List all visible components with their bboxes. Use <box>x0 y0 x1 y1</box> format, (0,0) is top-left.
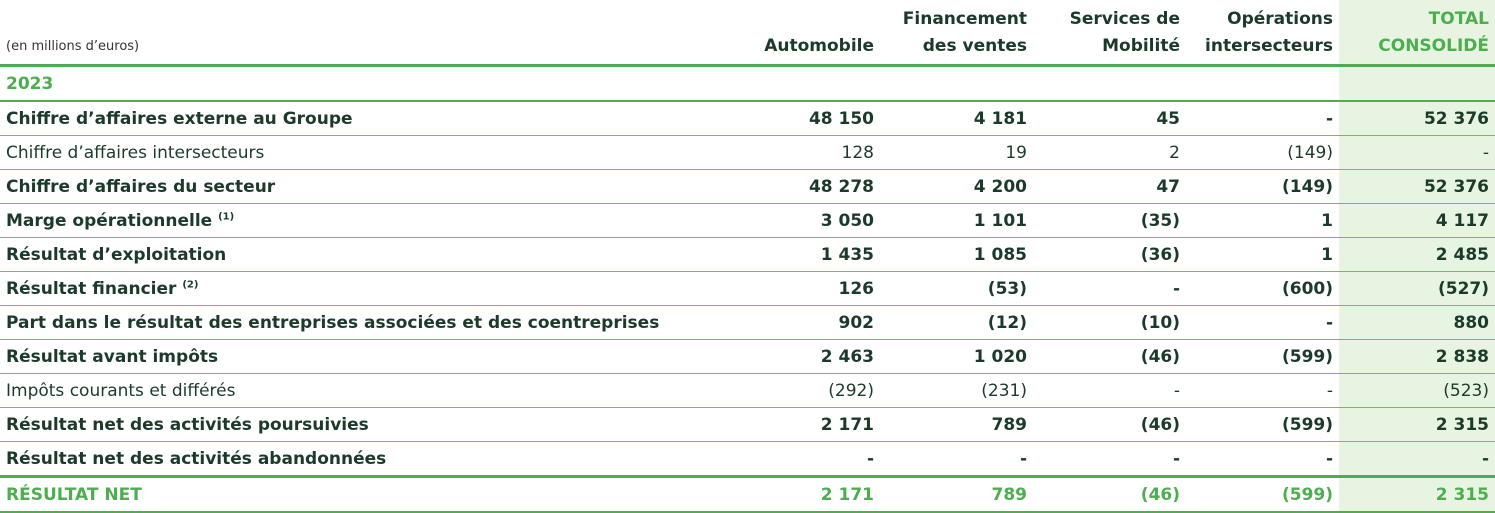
cell-value: (523) <box>1339 373 1495 408</box>
cell-value: - <box>866 448 874 469</box>
cell-value: (149) <box>1186 169 1339 204</box>
cell-value: (36) <box>1033 237 1186 272</box>
col-header-intersecteurs: Opérations intersecteurs <box>1205 9 1333 56</box>
table-row: Résultat net des activités abandonnées - -… <box>0 441 1495 477</box>
cell-value: - <box>1186 373 1339 408</box>
cell-value: 19 <box>880 135 1033 170</box>
net-cell-value: (599) <box>1186 475 1339 513</box>
row-label: Marge opérationnelle (1) <box>0 203 740 238</box>
cell-value: 45 <box>1033 101 1186 136</box>
cell-value: - <box>1172 448 1180 469</box>
row-label: Résultat net des activités abandonnées <box>6 448 387 469</box>
row-label: Chiffre d’affaires intersecteurs <box>0 135 740 170</box>
cell-value: - <box>1325 448 1333 469</box>
table-row: Résultat d’exploitation 1 435 1 085 (36) 1 2 … <box>0 237 1495 272</box>
cell-value: (599) <box>1186 339 1339 374</box>
cell-value: 52 376 <box>1339 101 1495 136</box>
cell-value: (600) <box>1186 271 1339 306</box>
row-label: Résultat avant impôts <box>0 339 740 374</box>
cell-value: 3 050 <box>740 203 880 238</box>
cell-value: 48 150 <box>740 101 880 136</box>
row-label: Impôts courants et différés <box>0 373 740 408</box>
cell-value: - <box>1033 373 1186 408</box>
year-label: 2023 <box>0 65 740 102</box>
table-row: Chiffre d’affaires intersecteurs 128 19 2 (1… <box>0 135 1495 170</box>
cell-value: (149) <box>1186 135 1339 170</box>
year-row: 2023 <box>0 65 1495 102</box>
cell-value: 902 <box>740 305 880 340</box>
cell-value: 4 200 <box>880 169 1033 204</box>
table-row: Part dans le résultat des entreprises as… <box>0 305 1495 340</box>
col-header-automobile: Automobile <box>764 36 874 56</box>
col-header-mobilite: Services de Mobilité <box>1069 9 1180 56</box>
cell-value: 2 171 <box>740 407 880 442</box>
net-result-row: RÉSULTAT NET 2 171 789 (46) (599) 2 315 <box>0 475 1495 513</box>
table-row: Résultat net des activités poursuivies 2 … <box>0 407 1495 442</box>
cell-value: (46) <box>1033 339 1186 374</box>
cell-value: 1 020 <box>880 339 1033 374</box>
cell-value: (231) <box>880 373 1033 408</box>
row-label: Résultat financier (2) <box>0 271 740 306</box>
cell-value: (53) <box>880 271 1033 306</box>
cell-value: 48 278 <box>740 169 880 204</box>
footnote-ref: (2) <box>182 278 199 290</box>
cell-value: 4 181 <box>880 101 1033 136</box>
net-cell-value: (46) <box>1033 475 1186 513</box>
cell-value: 789 <box>880 407 1033 442</box>
cell-value: (46) <box>1033 407 1186 442</box>
col-header-total: TOTAL CONSOLIDÉ <box>1339 0 1495 66</box>
cell-value: 880 <box>1339 305 1495 340</box>
net-result-label: RÉSULTAT NET <box>0 475 740 513</box>
row-label: Résultat net des activités poursuivies <box>0 407 740 442</box>
net-cell-value: 2 315 <box>1339 475 1495 513</box>
cell-value: (10) <box>1033 305 1186 340</box>
col-header-financement: Financement des ventes <box>902 9 1027 56</box>
cell-value: 47 <box>1033 169 1186 204</box>
cell-value: 1 101 <box>880 203 1033 238</box>
table-row: Marge opérationnelle (1) 3 050 1 101 (35) 1 4… <box>0 203 1495 238</box>
row-label: Résultat d’exploitation <box>0 237 740 272</box>
row-label: Chiffre d’affaires du secteur <box>0 169 740 204</box>
row-label: Part dans le résultat des entreprises as… <box>0 305 740 340</box>
cell-value: 2 463 <box>740 339 880 374</box>
unit-label: (en millions d’euros) <box>6 39 140 54</box>
cell-value: (292) <box>740 373 880 408</box>
cell-value: (599) <box>1186 407 1339 442</box>
cell-value: - <box>1186 101 1339 136</box>
cell-value: 2 315 <box>1339 407 1495 442</box>
net-cell-value: 789 <box>880 475 1033 513</box>
cell-value: - <box>1339 135 1495 170</box>
cell-value: 2 838 <box>1339 339 1495 374</box>
table-row: Résultat avant impôts 2 463 1 020 (46) (599)… <box>0 339 1495 374</box>
cell-value: 2 485 <box>1339 237 1495 272</box>
cell-value: - <box>1019 448 1027 469</box>
table-header-row: (en millions d’euros) Automobile Finance… <box>0 0 1495 66</box>
cell-value: (527) <box>1339 271 1495 306</box>
cell-value: - <box>1339 441 1495 477</box>
cell-value: (12) <box>880 305 1033 340</box>
footnote-ref: (1) <box>218 210 235 222</box>
cell-value: 52 376 <box>1339 169 1495 204</box>
row-label: Chiffre d’affaires externe au Groupe <box>0 101 740 136</box>
cell-value: 1 <box>1186 203 1339 238</box>
cell-value: 1 435 <box>740 237 880 272</box>
cell-value: 1 <box>1186 237 1339 272</box>
cell-value: 2 <box>1033 135 1186 170</box>
table-row: Impôts courants et différés (292) (231) - -(… <box>0 373 1495 408</box>
cell-value: 128 <box>740 135 880 170</box>
cell-value: - <box>1186 305 1339 340</box>
table-row: Résultat financier (2) 126 (53) - (600) (527) <box>0 271 1495 306</box>
table-row: Chiffre d’affaires externe au Groupe 48 1… <box>0 101 1495 136</box>
cell-value: 126 <box>740 271 880 306</box>
cell-value: - <box>1033 271 1186 306</box>
cell-value: (35) <box>1033 203 1186 238</box>
net-cell-value: 2 171 <box>740 475 880 513</box>
table-row: Chiffre d’affaires du secteur 48 278 4 200… <box>0 169 1495 204</box>
cell-value: 1 085 <box>880 237 1033 272</box>
cell-value: 4 117 <box>1339 203 1495 238</box>
